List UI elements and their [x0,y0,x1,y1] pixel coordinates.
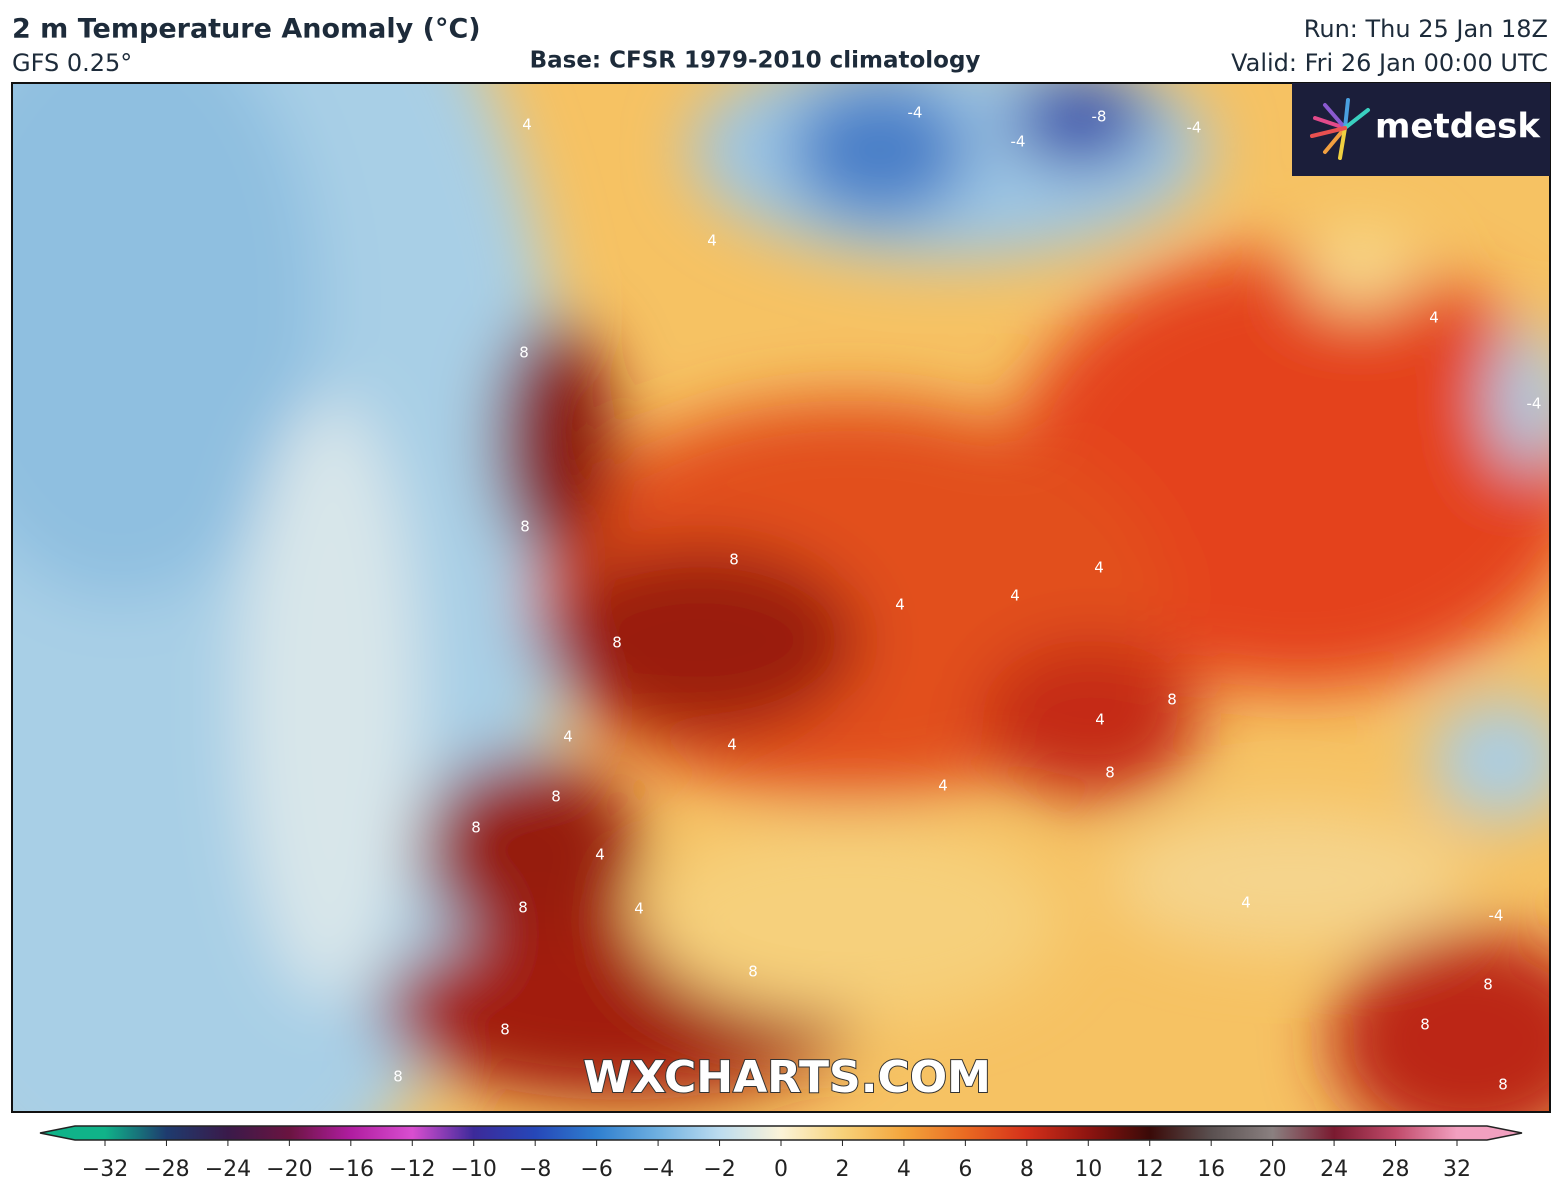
contour-label: 8 [1167,691,1177,709]
colorbar-tick-label: 24 [1320,1157,1348,1182]
model: GFS 0.25° [12,49,132,77]
watermark: WXCHARTS.COM [583,1052,991,1103]
contour-label: 8 [1105,764,1115,782]
contour-label: 4 [1010,587,1020,605]
contour-label: 4 [634,900,644,918]
contour-label: 4 [1095,711,1105,729]
contour-label: 4 [1094,559,1104,577]
contour-label: -4 [1527,395,1542,413]
contour-label: 8 [500,1021,510,1039]
colorbar-tick-label: −6 [580,1157,612,1182]
contour-label: 8 [748,963,758,981]
contour-label: 4 [707,232,717,250]
colorbar-tick-label: 28 [1382,1157,1410,1182]
colorbar-tick-label: 16 [1197,1157,1225,1182]
contour-label: 4 [895,596,905,614]
colorbar-tick-label: −28 [143,1157,189,1182]
contour-label: 4 [727,736,737,754]
logo-icon [1310,98,1370,160]
colorbar-tick-label: −8 [519,1157,551,1182]
colorbar-tick-label: −10 [451,1157,497,1182]
colorbar-tick-label: 32 [1443,1157,1471,1182]
contour-label: 8 [520,518,530,536]
contour-label: 8 [519,344,529,362]
colorbar-tick-label: −2 [703,1157,735,1182]
colorbar-tick-label: −20 [266,1157,312,1182]
contour-label: -4 [1187,119,1202,137]
colorbar-tick-label: −4 [642,1157,674,1182]
contour-label: -4 [1011,133,1026,151]
contour-label: 8 [1498,1076,1508,1094]
contour-label: 8 [393,1068,403,1086]
contour-label: 8 [1420,1016,1430,1034]
colorbar-tick-label: 20 [1259,1157,1287,1182]
map-frame [11,82,1551,1113]
valid: Valid: Fri 26 Jan 00:00 UTC [1231,49,1548,77]
contour-label: -8 [1092,108,1107,126]
colorbar-tick-label: −24 [205,1157,251,1182]
contour-label: 4 [1241,894,1251,912]
contour-label: 8 [551,788,561,806]
contour-label: 8 [1483,976,1493,994]
base: Base: CFSR 1979-2010 climatology [530,48,981,74]
logo: metdesk [1375,107,1541,147]
colorbar-tick-label: 10 [1074,1157,1102,1182]
contour-label: -4 [1489,907,1504,925]
contour-label: -4 [908,104,923,122]
colorbar-tick-label: 2 [835,1157,849,1182]
colorbar-bar [39,1125,1523,1141]
contour-label: 8 [518,899,528,917]
contour-label: 8 [471,819,481,837]
colorbar: −32 −28 −24 −20 −16 −12 −10 −8 −6 −4 −2 0 2 4 6 8 10 12 16… [39,1125,1523,1182]
colorbar-tick-label: 4 [897,1157,911,1182]
contour-label: 4 [595,846,605,864]
colorbar-tick-label: 6 [958,1157,972,1182]
contour-label: 4 [563,728,573,746]
colorbar-tick-label: 12 [1136,1157,1164,1182]
colorbar-tick-label: 0 [774,1157,788,1182]
contour-label: 4 [938,777,948,795]
run: Run: Thu 25 Jan 18Z [1304,15,1548,43]
contour-label: 8 [729,551,739,569]
contour-label: 4 [1429,309,1439,327]
title: 2 m Temperature Anomaly (°C) [12,14,481,45]
colorbar-tick-label: −12 [389,1157,435,1182]
colorbar-tick-label: −16 [328,1157,374,1182]
contour-label: 8 [612,634,622,652]
contour-label: 4 [522,116,532,134]
colorbar-tick-label: −32 [82,1157,128,1182]
colorbar-tick-label: 8 [1020,1157,1034,1182]
